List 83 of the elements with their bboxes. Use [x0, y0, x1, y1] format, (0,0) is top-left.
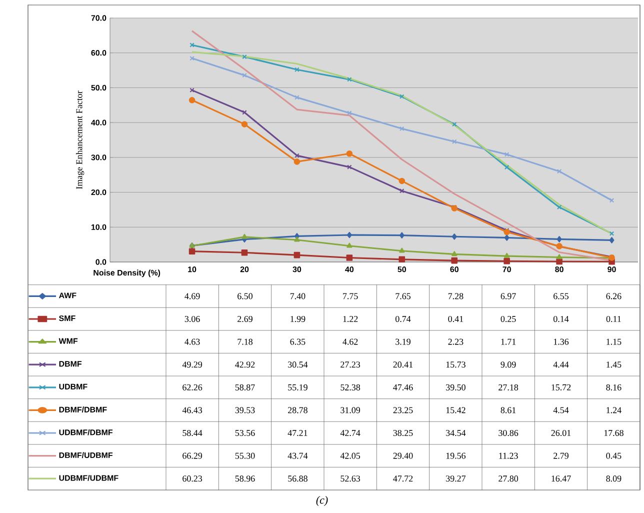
data-label: 4.62 [342, 338, 358, 345]
data-label: 58.96 [235, 476, 255, 482]
data-label: 47.72 [393, 476, 413, 482]
data-label: 1.99 [290, 316, 306, 322]
data-label: 49.29 [182, 362, 202, 368]
data-label: 6.26 [606, 293, 622, 300]
data-label: 27.23 [340, 362, 360, 368]
data-label: 42.05 [340, 452, 360, 459]
data-label: 6.35 [290, 338, 306, 345]
data-label: 58.44 [182, 430, 202, 436]
data-label: 28.78 [288, 407, 308, 414]
text: (c) [316, 496, 328, 506]
data-label: 1.45 [606, 362, 622, 368]
data-label: 26.01 [551, 430, 571, 436]
data-label: 38.25 [393, 430, 413, 436]
data-label: 7.75 [343, 293, 358, 300]
data-label: 1.36 [554, 338, 569, 345]
data-label: 0.11 [606, 316, 621, 322]
data-label: 8.09 [606, 476, 622, 482]
data-label: 52.38 [340, 384, 360, 390]
data-label: 7.65 [396, 293, 411, 300]
data-label: 15.42 [446, 407, 466, 414]
data-label: 60.23 [182, 476, 202, 482]
data-label: 1.22 [343, 316, 358, 322]
data-label: 4.63 [184, 338, 200, 345]
data-label: 47.46 [393, 384, 413, 390]
data-label: 0.74 [396, 316, 411, 322]
data-label: 2.79 [554, 452, 568, 459]
data-label: 8.61 [500, 407, 516, 414]
data-label: 29.40 [393, 452, 413, 459]
data-label: 19.56 [446, 452, 466, 459]
data-label: 23.25 [393, 407, 413, 414]
data-label: 53.56 [235, 430, 255, 436]
data-label: 4.69 [184, 293, 200, 300]
data-label: 11.23 [499, 452, 518, 459]
data-label: 66.29 [182, 452, 202, 459]
data-label: 6.55 [554, 293, 569, 300]
data-label: 6.97 [500, 293, 516, 300]
data-label: 27.80 [498, 476, 518, 482]
data-label: 0.41 [448, 316, 464, 322]
data-label: 17.68 [604, 430, 624, 436]
data-label: 30.54 [288, 362, 308, 368]
data-label: 62.26 [182, 384, 202, 390]
data-label: 20.41 [393, 362, 413, 368]
data-label: 15.72 [552, 384, 571, 390]
data-label: 7.18 [238, 338, 253, 345]
data-label: 1.24 [606, 407, 622, 414]
data-label: 39.27 [446, 476, 466, 482]
data-label: 7.28 [448, 293, 464, 300]
data-label: 52.63 [340, 476, 360, 482]
data-label: 0.25 [500, 316, 516, 322]
data-label: 0.45 [606, 452, 622, 459]
data-label: 4.44 [553, 362, 569, 368]
data-label: 2.23 [448, 338, 464, 345]
data-label: 43.74 [288, 452, 308, 459]
data-label: 16.47 [552, 476, 571, 482]
data-label: 0.14 [554, 316, 569, 322]
data-label: 3.19 [396, 338, 410, 345]
data-label: 55.19 [288, 384, 308, 390]
data-label: 7.40 [290, 293, 306, 300]
data-label: 42.92 [235, 362, 255, 368]
data-label: 58.87 [235, 384, 255, 390]
data-label: 8.16 [606, 384, 622, 390]
data-label: 34.54 [446, 430, 466, 436]
data-label: 9.09 [500, 362, 516, 368]
data-label: 30.86 [498, 430, 518, 436]
data-label: 47.21 [288, 430, 308, 436]
data-label: 27.18 [498, 384, 518, 390]
data-label: 39.50 [446, 384, 466, 390]
data-label: 6.50 [238, 293, 253, 300]
data-label: 55.30 [235, 452, 255, 459]
data-label: 4.54 [553, 407, 569, 414]
data-label: 1.71 [501, 338, 516, 345]
data-label: 2.69 [238, 316, 252, 322]
data-label: 42.74 [340, 430, 360, 436]
data-label: 46.43 [182, 407, 202, 414]
data-label: 31.09 [340, 407, 360, 414]
data-label: 39.53 [235, 407, 255, 414]
data-label: 15.73 [446, 362, 466, 368]
data-label: 3.06 [184, 316, 200, 322]
data-label: 1.15 [606, 338, 622, 345]
data-label: 56.88 [288, 476, 308, 482]
y-axis-title: Image Enhancement Factor [76, 90, 84, 189]
